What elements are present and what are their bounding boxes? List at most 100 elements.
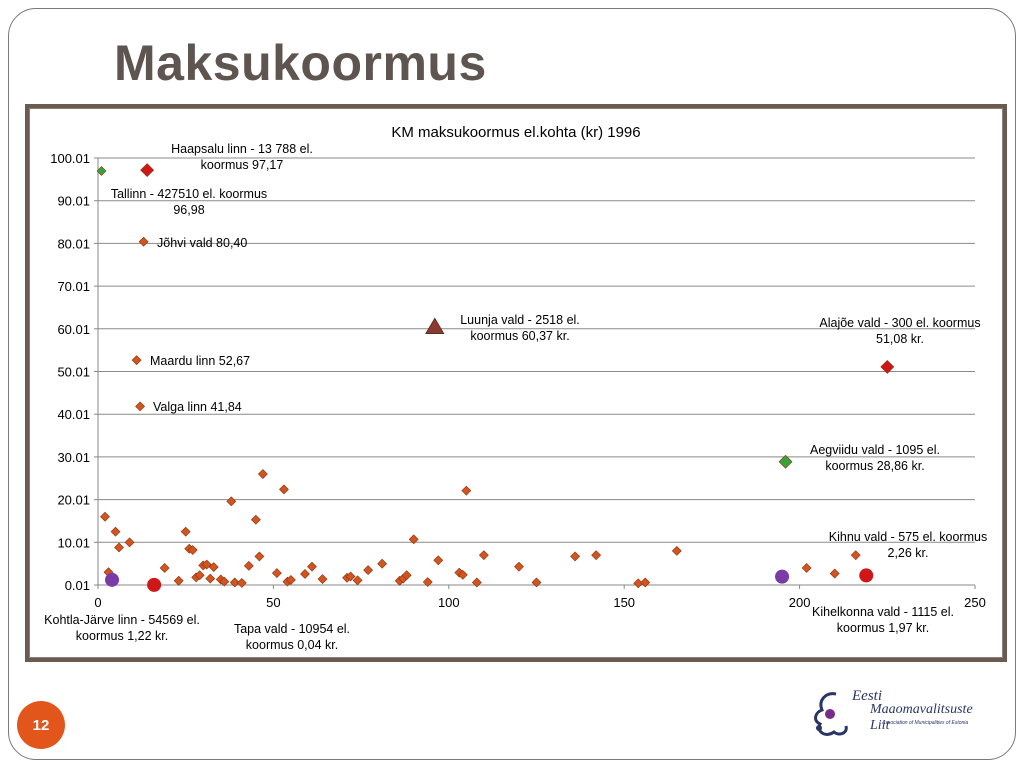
data-point-circle — [859, 568, 874, 583]
data-point-diamond — [286, 574, 296, 585]
data-label: Maardu linn 52,67 — [150, 354, 250, 368]
data-point-diamond — [159, 563, 170, 573]
data-point-diamond — [363, 565, 374, 576]
data-point-diamond — [570, 551, 581, 562]
data-label: Jõhvi vald 80,40 — [157, 236, 247, 250]
association-logo: Eesti Maaomavalitsuste Liit Association … — [808, 684, 978, 744]
x-tick-label: 250 — [964, 595, 986, 610]
data-point-diamond — [352, 575, 363, 586]
chart-title: KM maksukoormus el.kohta (kr) 1996 — [391, 124, 640, 141]
data-point-diamond — [278, 484, 289, 495]
x-tick-label: 100 — [438, 595, 460, 610]
x-tick-label: 50 — [266, 595, 280, 610]
y-tick-label: 0.01 — [65, 578, 90, 593]
data-point-circle — [147, 577, 162, 592]
data-point-diamond — [307, 561, 317, 572]
data-point-diamond — [829, 568, 840, 579]
data-point-diamond — [300, 569, 310, 579]
logo-line1: Eesti — [852, 688, 882, 704]
data-label: koormus 0,04 kr. — [246, 638, 338, 652]
data-point-diamond — [778, 454, 793, 469]
data-point-diamond — [140, 163, 155, 178]
data-point-diamond — [345, 571, 356, 582]
data-point-diamond — [250, 514, 261, 525]
data-point-diamond — [531, 577, 542, 588]
data-point-diamond — [514, 561, 524, 572]
y-tick-label: 90.01 — [57, 194, 90, 209]
data-point-diamond — [219, 576, 230, 587]
data-label: koormus 97,17 — [201, 158, 284, 172]
y-tick-label: 10.01 — [57, 535, 90, 550]
data-point-diamond — [422, 577, 433, 587]
data-point-diamond — [640, 577, 651, 588]
data-label: Kihnu vald - 575 el. koormus — [829, 530, 987, 544]
data-point-diamond — [433, 555, 444, 566]
page-number-badge: 12 — [17, 701, 65, 749]
data-point-diamond — [135, 401, 146, 412]
data-point-diamond — [208, 562, 219, 573]
data-point-diamond — [801, 563, 812, 573]
data-point-diamond — [173, 575, 184, 586]
data-point-circle — [105, 572, 120, 587]
data-point-diamond — [271, 568, 282, 579]
y-tick-label: 30.01 — [57, 450, 90, 465]
data-label: Alajõe vald - 300 el. koormus — [819, 316, 980, 330]
data-label: Luunja vald - 2518 el. — [460, 313, 580, 327]
logo-line3: Association of Municipalities of Estonia — [882, 720, 969, 726]
y-tick-label: 20.01 — [57, 493, 90, 508]
logo-emblem-icon — [814, 692, 848, 736]
data-point-diamond — [205, 573, 216, 584]
data-point-diamond — [131, 355, 142, 366]
data-point-diamond — [110, 526, 121, 537]
logo-line2: Maaomavalitsuste Liit — [870, 702, 973, 733]
data-point-diamond — [124, 537, 135, 548]
data-point-diamond — [257, 469, 268, 479]
data-point-diamond — [317, 574, 328, 584]
data-point-diamond — [850, 550, 861, 561]
data-point-diamond — [180, 526, 191, 537]
data-point-diamond — [457, 569, 468, 580]
data-label: Kohtla-Järve linn - 54569 el. — [44, 613, 200, 627]
data-point-diamond — [229, 577, 240, 588]
y-tick-label: 100.01 — [50, 151, 90, 166]
data-point-diamond — [254, 551, 265, 562]
data-point-diamond — [96, 166, 107, 176]
data-label: 2,26 kr. — [888, 546, 929, 560]
slide-title: Maksukoormus — [114, 35, 487, 91]
data-point-diamond — [880, 360, 895, 374]
data-label: koormus 1,97 kr. — [837, 621, 929, 635]
data-label: Tallinn - 427510 el. koormus — [111, 187, 267, 201]
data-point-diamond — [236, 577, 247, 588]
data-point-diamond — [471, 577, 482, 588]
data-point-diamond — [114, 542, 124, 553]
data-point-diamond — [138, 236, 149, 247]
y-tick-label: 60.01 — [57, 322, 90, 337]
data-point-diamond — [194, 570, 205, 581]
data-point-diamond — [243, 560, 254, 571]
x-tick-label: 200 — [789, 595, 811, 610]
y-tick-label: 40.01 — [57, 407, 90, 422]
data-point-diamond — [671, 545, 682, 556]
data-label: Tapa vald - 10954 el. — [234, 622, 350, 636]
y-tick-label: 80.01 — [57, 236, 90, 251]
x-tick-label: 0 — [94, 595, 101, 610]
data-label: koormus 1,22 kr. — [76, 629, 168, 643]
data-point-diamond — [591, 550, 602, 561]
data-label: Aegviidu vald - 1095 el. — [810, 443, 940, 457]
data-label: Kihelkonna vald - 1115 el. — [812, 605, 954, 619]
data-label: koormus 28,86 kr. — [825, 459, 924, 473]
data-point-diamond — [478, 550, 489, 561]
data-label: Valga linn 41,84 — [153, 400, 242, 414]
data-label: 51,08 kr. — [876, 332, 924, 346]
x-tick-label: 150 — [613, 595, 635, 610]
data-point-diamond — [377, 558, 388, 569]
data-label: 96,98 — [173, 203, 204, 217]
data-label: koormus 60,37 kr. — [470, 329, 569, 343]
data-point-circle — [775, 569, 790, 584]
data-point-diamond — [187, 545, 198, 555]
y-tick-label: 50.01 — [57, 365, 90, 380]
data-point-diamond — [226, 496, 237, 507]
data-point-diamond — [401, 570, 412, 581]
data-point-diamond — [100, 511, 110, 522]
data-label: Haapsalu linn - 13 788 el. — [171, 142, 313, 156]
